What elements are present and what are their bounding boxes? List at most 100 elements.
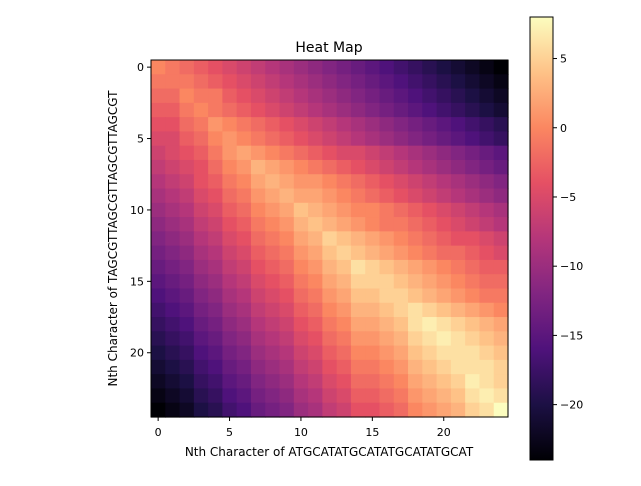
heatmap-cell <box>393 302 409 318</box>
heatmap-cell <box>465 117 481 132</box>
heatmap-cell <box>408 374 423 390</box>
heatmap-cell <box>436 74 452 90</box>
heatmap-cell <box>336 317 352 332</box>
heatmap-cell <box>493 159 509 175</box>
heatmap-cell <box>279 117 295 132</box>
heatmap-cell <box>479 402 495 418</box>
heatmap-cell <box>151 302 166 318</box>
heatmap-cell <box>308 359 323 375</box>
heatmap-cell <box>350 359 366 375</box>
heatmap-cell <box>265 302 281 318</box>
heatmap-cell <box>450 174 466 190</box>
heatmap-cell <box>336 388 352 404</box>
heatmap-cell <box>450 402 466 418</box>
heatmap-cell <box>365 259 381 275</box>
heatmap-cell <box>450 145 466 161</box>
heatmap-cell <box>408 402 423 418</box>
heatmap-cell <box>465 274 481 290</box>
heatmap-cell <box>250 88 266 104</box>
heatmap-cell <box>250 331 266 347</box>
heatmap-cell <box>279 331 295 347</box>
colorbar-tick-label: −10 <box>560 260 583 273</box>
heatmap-cell <box>450 117 466 132</box>
heatmap-cell <box>336 374 352 390</box>
heatmap-cell <box>379 259 395 275</box>
heatmap-cell <box>379 374 395 390</box>
heatmap-cell <box>450 331 466 347</box>
heatmap-cell <box>350 217 366 232</box>
heatmap-cell <box>393 331 409 347</box>
heatmap-cell <box>450 231 466 247</box>
heatmap-cell <box>436 231 452 247</box>
heatmap-cell <box>179 60 195 75</box>
heatmap-cell <box>236 259 252 275</box>
heatmap-cell <box>222 74 238 90</box>
heatmap-cell <box>336 102 352 118</box>
heatmap-cell <box>365 131 381 147</box>
heatmap-cell <box>322 345 338 361</box>
heatmap-cell <box>493 88 509 104</box>
heatmap-cell <box>379 274 395 290</box>
heatmap-cell <box>408 288 423 304</box>
heatmap-cell <box>208 202 223 218</box>
heatmap-cell <box>265 88 281 104</box>
heatmap-cell <box>250 60 266 75</box>
heatmap-cell <box>250 102 266 118</box>
heatmap-cell <box>408 174 423 190</box>
heatmap-cell <box>265 288 281 304</box>
heatmap-cell <box>208 345 223 361</box>
heatmap-cell <box>336 74 352 90</box>
heatmap-cell <box>393 145 409 161</box>
heatmap-cell <box>465 345 481 361</box>
heatmap-cell <box>322 402 338 418</box>
heatmap-cell <box>236 274 252 290</box>
heatmap-cell <box>193 259 209 275</box>
heatmap-cell <box>465 317 481 332</box>
heatmap-cell <box>465 302 481 318</box>
heatmap-cell <box>322 359 338 375</box>
heatmap-cell <box>493 202 509 218</box>
heatmap-cell <box>179 388 195 404</box>
heatmap-cell <box>465 331 481 347</box>
heatmap-cell <box>408 388 423 404</box>
heatmap-cell <box>322 74 338 90</box>
heatmap-cell <box>208 102 223 118</box>
heatmap-cell <box>208 88 223 104</box>
heatmap-cell <box>350 331 366 347</box>
heatmap-cell <box>222 131 238 147</box>
heatmap-cell <box>265 245 281 261</box>
heatmap-cell <box>293 359 309 375</box>
heatmap-cell <box>322 88 338 104</box>
heatmap-cell <box>436 288 452 304</box>
heatmap-cell <box>379 174 395 190</box>
heatmap-cell <box>336 60 352 75</box>
heatmap-cell <box>379 245 395 261</box>
heatmap-cell <box>165 117 181 132</box>
heatmap-cell <box>408 202 423 218</box>
heatmap-cell <box>151 188 166 204</box>
heatmap-cell <box>165 74 181 90</box>
heatmap-cell <box>279 231 295 247</box>
heatmap-cell <box>236 174 252 190</box>
heatmap-cell <box>193 302 209 318</box>
heatmap-cell <box>408 217 423 232</box>
heatmap-cell <box>179 188 195 204</box>
heatmap-cell <box>436 217 452 232</box>
heatmap-cell <box>208 188 223 204</box>
heatmap-cell <box>265 274 281 290</box>
heatmap-cell <box>436 188 452 204</box>
y-tick-label: 15 <box>130 275 144 288</box>
heatmap-cell <box>322 302 338 318</box>
heatmap-cell <box>222 345 238 361</box>
heatmap-cell <box>250 188 266 204</box>
heatmap-cell <box>265 231 281 247</box>
heatmap-cell <box>450 245 466 261</box>
heatmap-cell <box>179 374 195 390</box>
heatmap-cell <box>151 159 166 175</box>
heatmap-cell <box>436 88 452 104</box>
heatmap-cell <box>379 74 395 90</box>
heatmap-cell <box>179 231 195 247</box>
heatmap-cell <box>465 259 481 275</box>
heatmap-cell <box>336 402 352 418</box>
heatmap-cell <box>222 359 238 375</box>
